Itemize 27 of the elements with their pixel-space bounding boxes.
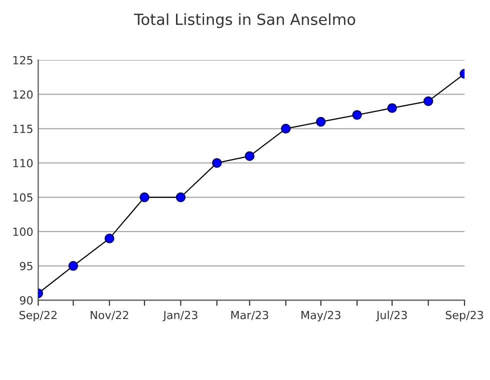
point — [316, 116, 326, 127]
point — [176, 192, 186, 202]
point — [387, 103, 397, 113]
x-tick-label: Mar/23 — [231, 310, 268, 320]
point — [140, 192, 150, 202]
x-tick-label: Nov/22 — [90, 310, 128, 320]
point — [244, 151, 254, 161]
x-tick-label: Sep/23 — [446, 310, 484, 322]
point — [352, 110, 362, 120]
x-tick-label: Jan/23 — [162, 310, 198, 322]
x-tick-label: May/23 — [302, 310, 340, 322]
x-tick-label: Sep/22 — [20, 310, 57, 322]
point — [68, 261, 78, 271]
point — [104, 234, 114, 244]
point — [280, 124, 291, 134]
y-tick-label: 90 — [20, 296, 33, 305]
point — [212, 158, 222, 168]
y-tick-label: 105 — [13, 193, 32, 202]
point — [423, 96, 434, 106]
y-tick-label: 115 — [13, 124, 32, 134]
x-tick-label: Jul/23 — [376, 310, 407, 322]
chart-title: Total Listings in San Anselmo — [134, 13, 356, 28]
y-tick-label: 100 — [13, 228, 33, 236]
y-tick-label: 95 — [20, 262, 32, 270]
y-tick-label: 110 — [13, 158, 33, 168]
y-tick-label: 125 — [13, 56, 32, 64]
y-tick-label: 120 — [13, 90, 33, 99]
